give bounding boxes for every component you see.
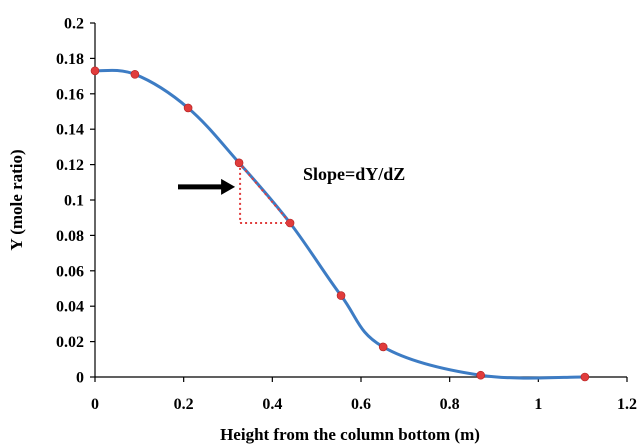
y-tick-label: 0.12 <box>56 157 84 174</box>
slope-annotation: Slope=dY/dZ <box>303 164 405 184</box>
x-tick-label: 0.8 <box>440 396 460 413</box>
data-point <box>130 70 140 79</box>
annotation-layer <box>178 162 291 225</box>
x-tick-label: 0.4 <box>262 396 282 413</box>
x-tick-label: 0.2 <box>174 396 194 413</box>
series-layer <box>90 66 590 382</box>
y-tick-label: 0.1 <box>64 193 84 210</box>
y-tick-label: 0.04 <box>56 299 84 316</box>
x-tick-label: 1.2 <box>617 396 637 413</box>
data-point <box>378 342 388 352</box>
x-tick-label: 0 <box>91 396 99 413</box>
y-tick-label: 0 <box>76 370 84 387</box>
data-point <box>285 218 295 228</box>
x-axis-title: Height from the column bottom (m) <box>220 425 480 444</box>
series-line <box>94 68 585 380</box>
x-tick-label: 1 <box>534 396 542 413</box>
data-point <box>336 291 346 300</box>
data-point <box>90 66 100 76</box>
y-tick-label: 0.2 <box>64 16 84 33</box>
y-axis-title: Y (mole ratio) <box>7 149 26 250</box>
y-tick-label: 0.08 <box>56 228 84 245</box>
slope-triangle-hypotenuse <box>238 162 291 224</box>
y-tick-label: 0.02 <box>56 334 84 351</box>
y-tick-label: 0.16 <box>56 86 84 103</box>
y-axis-ticks: 0 0.02 0.04 0.06 0.08 0.1 0.12 0.14 0.16 0.18 0.2 <box>56 16 95 387</box>
arrow-head <box>221 178 236 195</box>
data-point <box>580 372 590 382</box>
y-tick-label: 0.06 <box>56 263 84 280</box>
x-axis-ticks: 0 0.2 0.4 0.6 0.8 1 1.2 <box>91 377 637 413</box>
data-point <box>476 370 486 380</box>
x-tick-label: 0.6 <box>351 396 371 413</box>
data-point <box>183 103 193 113</box>
y-tick-label: 0.14 <box>56 122 84 139</box>
y-tick-label: 0.18 <box>56 51 84 68</box>
